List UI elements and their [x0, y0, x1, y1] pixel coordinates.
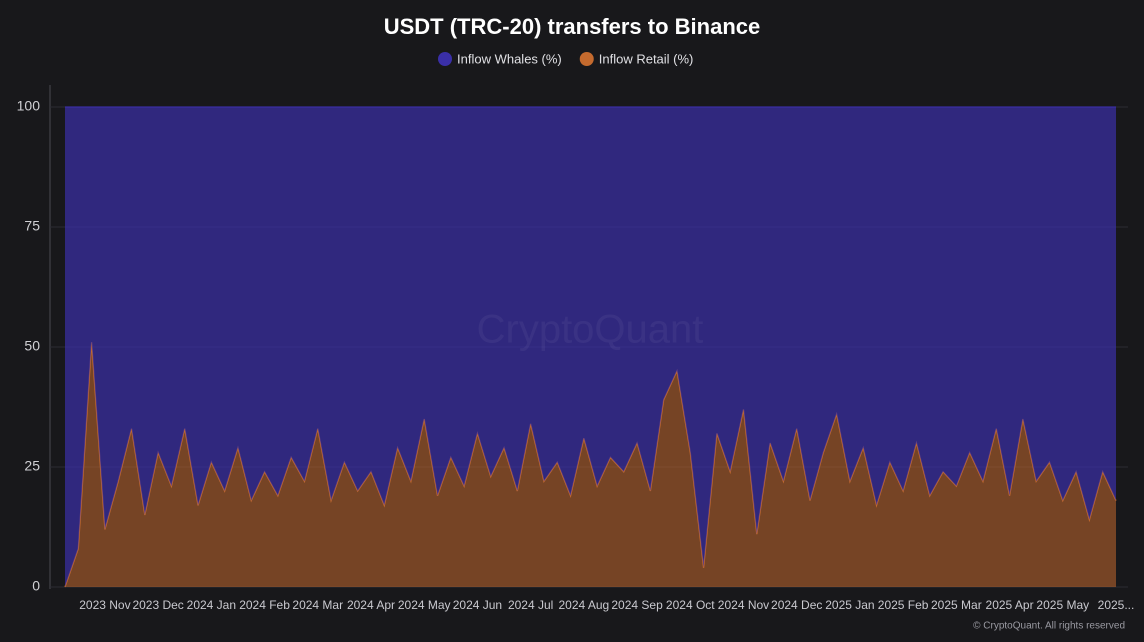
y-tick-label: 25: [24, 458, 40, 474]
x-tick-label: 2025 Mar: [931, 598, 982, 612]
x-tick-label: 2024 Feb: [239, 598, 290, 612]
x-tick-label: 2024 Jun: [453, 598, 502, 612]
legend-marker: [438, 52, 452, 66]
x-tick-label: 2024 Nov: [718, 598, 769, 612]
x-tick-label: 2025 Jan: [825, 598, 874, 612]
x-tick-label: 2025 Feb: [878, 598, 929, 612]
x-tick-label: 2025 May: [1036, 598, 1089, 612]
chart-title: USDT (TRC-20) transfers to Binance: [384, 14, 761, 39]
x-tick-label: 2024 Mar: [292, 598, 343, 612]
x-tick-label: 2024 Aug: [558, 598, 609, 612]
credit: © CryptoQuant. All rights reserved: [973, 621, 1125, 632]
y-tick-label: 50: [24, 338, 40, 354]
x-tick-label: 2023 Nov: [79, 598, 130, 612]
y-tick-label: 100: [17, 98, 41, 114]
x-tick-label: 2024 Apr: [347, 598, 395, 612]
x-tick-label: 2024 Jul: [508, 598, 553, 612]
x-tick-label: 2024 May: [398, 598, 451, 612]
y-tick-label: 75: [24, 218, 40, 234]
x-tick-label: 2024 Oct: [666, 598, 715, 612]
x-tick-label: 2024 Sep: [611, 598, 663, 612]
x-tick-label: 2025 Apr: [986, 598, 1034, 612]
x-tick-label: 2024 Jan: [187, 598, 236, 612]
x-tick-label: 2024 Dec: [771, 598, 822, 612]
x-tick-label: 2025...: [1098, 598, 1135, 612]
legend-label: Inflow Retail (%): [599, 51, 694, 66]
legend-label: Inflow Whales (%): [457, 51, 562, 66]
watermark: CryptoQuant: [477, 308, 704, 352]
y-tick-label: 0: [32, 578, 40, 594]
legend-marker: [579, 52, 594, 66]
x-tick-label: 2023 Dec: [132, 598, 183, 612]
area: [65, 107, 1116, 587]
